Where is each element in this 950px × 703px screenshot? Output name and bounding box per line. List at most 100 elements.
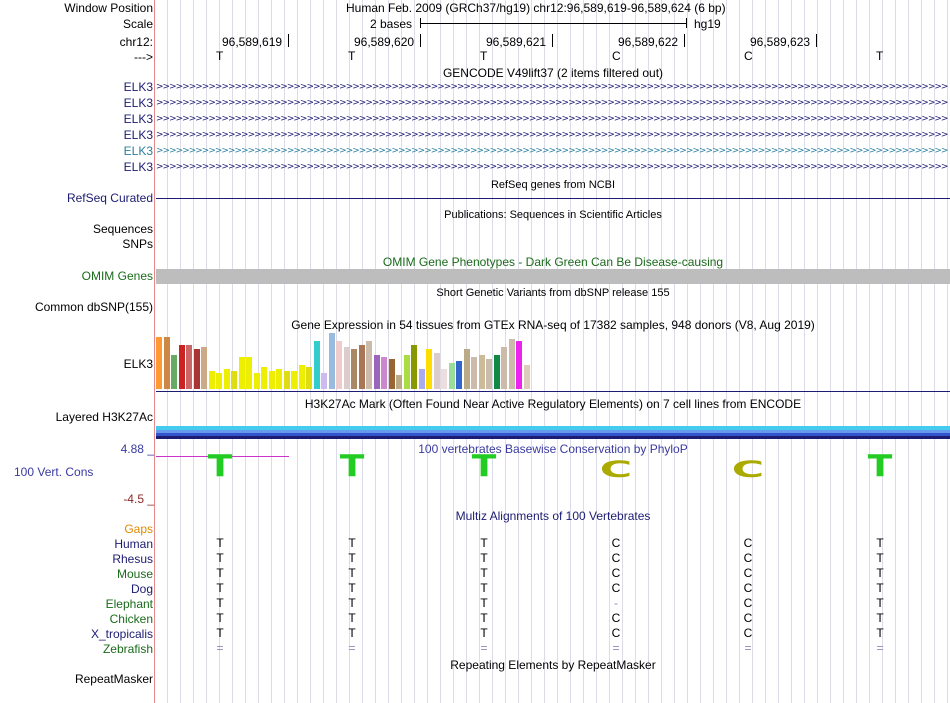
gtex-tissue-bar[interactable] [478,355,485,389]
gtex-tissue-bar[interactable] [426,349,432,389]
gtex-tissue-bar[interactable] [441,369,447,389]
gtex-tissue-bar[interactable] [396,375,402,389]
gtex-tissue-bar[interactable] [411,345,417,389]
gtex-tissue-bar[interactable] [471,357,477,389]
conservation-track-label[interactable]: 100 Vert. Cons [14,465,94,479]
gtex-tissue-bar[interactable] [351,349,357,389]
multiz-track-title[interactable]: Multiz Alignments of 100 Vertebrates [455,509,651,523]
multiz-aligned-base: C [611,551,621,565]
gencode-gene-label[interactable]: ELK3 [123,128,153,142]
gtex-tissue-bar[interactable] [403,355,410,389]
refseq-track-label[interactable]: RefSeq Curated [66,191,153,205]
gtex-tissue-bar[interactable] [321,373,327,389]
conservation-track-title[interactable]: 100 vertebrates Basewise Conservation by… [418,442,688,456]
gtex-tissue-bar[interactable] [193,349,200,389]
gencode-transcript-arrows[interactable]: >>>>>>>>>>>>>>>>>>>>>>>>>>>>>>>>>>>>>>>>… [156,163,948,172]
gencode-transcript-arrows[interactable]: >>>>>>>>>>>>>>>>>>>>>>>>>>>>>>>>>>>>>>>>… [156,99,948,108]
repeatmasker-track-label[interactable]: RepeatMasker [74,672,153,686]
ruler-position: 96,589,622 [618,35,679,49]
gtex-tissue-bar[interactable] [433,353,440,389]
gtex-tissue-bar[interactable] [463,349,470,389]
gtex-tissue-bar[interactable] [276,369,282,389]
gtex-gene-label[interactable]: ELK3 [123,357,153,371]
gtex-tissue-bar[interactable] [516,341,522,389]
gtex-tissue-bar[interactable] [448,363,455,389]
dbsnp-track-label[interactable]: Common dbSNP(155) [34,300,153,314]
gtex-tissue-bar[interactable] [156,337,162,389]
multiz-aligned-base: T [480,626,488,640]
gtex-tissue-bar[interactable] [178,345,185,389]
gencode-track-title[interactable]: GENCODE V49lift37 (2 items filtered out) [442,66,664,80]
gtex-tissue-bar[interactable] [186,345,192,389]
gencode-gene-label[interactable]: ELK3 [123,80,153,94]
gtex-tissue-bar[interactable] [486,359,492,389]
gtex-tissue-bar[interactable] [313,341,320,389]
gtex-tissue-bar[interactable] [336,341,342,389]
omim-track-title[interactable]: OMIM Gene Phenotypes - Dark Green Can Be… [382,255,724,269]
gtex-tissue-bar[interactable] [358,345,365,389]
gencode-gene-label[interactable]: ELK3 [123,144,153,158]
publications-track-title[interactable]: Publications: Sequences in Scientific Ar… [444,209,662,221]
multiz-species-label[interactable]: Rhesus [112,552,153,566]
gencode-transcript-arrows[interactable]: >>>>>>>>>>>>>>>>>>>>>>>>>>>>>>>>>>>>>>>>… [156,147,948,156]
gtex-tissue-bar[interactable] [493,355,500,389]
gtex-tissue-bar[interactable] [171,355,177,389]
gtex-tissue-bar[interactable] [216,373,222,389]
multiz-aligned-base: C [743,536,753,550]
gtex-tissue-bar[interactable] [163,337,170,389]
h3k27ac-track-label[interactable]: Layered H3K27Ac [55,410,153,424]
dbsnp-track-title[interactable]: Short Genetic Variants from dbSNP releas… [436,287,670,299]
gtex-tissue-bar[interactable] [508,339,515,389]
ruler-position: 96,589,621 [486,35,547,49]
gtex-tissue-bar[interactable] [291,371,297,389]
multiz-species-label[interactable]: X_tropicalis [90,627,153,641]
omim-gene-bar[interactable] [156,269,950,284]
gtex-tissue-bar[interactable] [388,359,395,389]
h3k27ac-track-title[interactable]: H3K27Ac Mark (Often Found Near Active Re… [304,397,802,411]
gtex-tissue-bar[interactable] [231,371,237,389]
gtex-tissue-bar[interactable] [501,347,507,389]
repeatmasker-track-title[interactable]: Repeating Elements by RepeatMasker [450,658,656,672]
gtex-tissue-bar[interactable] [253,373,260,389]
gtex-tissue-bar[interactable] [223,369,230,389]
refseq-track-title[interactable]: RefSeq genes from NCBI [490,179,616,191]
gtex-tissue-bar[interactable] [418,369,425,389]
refseq-line[interactable] [156,198,950,199]
h3k27ac-layer [156,430,950,433]
gtex-gene-line [156,391,950,392]
gtex-tissue-bar[interactable] [343,347,350,389]
sequences-track-label[interactable]: Sequences [92,222,153,236]
gtex-tissue-bar[interactable] [201,347,207,389]
multiz-species-label[interactable]: Elephant [105,597,153,611]
snps-track-label[interactable]: SNPs [122,237,153,251]
gencode-transcript-arrows[interactable]: >>>>>>>>>>>>>>>>>>>>>>>>>>>>>>>>>>>>>>>>… [156,115,948,124]
gtex-tissue-bar[interactable] [306,367,312,389]
gencode-transcript-arrows[interactable]: >>>>>>>>>>>>>>>>>>>>>>>>>>>>>>>>>>>>>>>>… [156,131,948,140]
gtex-tissue-bar[interactable] [456,361,462,389]
gtex-tissue-bar[interactable] [208,371,215,389]
multiz-species-label[interactable]: Chicken [109,612,153,626]
gtex-tissue-bar[interactable] [298,365,305,389]
multiz-species-label[interactable]: Zebrafish [102,642,153,656]
gtex-tissue-bar[interactable] [373,355,380,389]
gtex-tissue-bar[interactable] [261,367,267,389]
gtex-tissue-bar[interactable] [366,341,372,389]
omim-track-label[interactable]: OMIM Genes [81,269,153,283]
gtex-bar-chart[interactable] [156,332,536,389]
gtex-track-title[interactable]: Gene Expression in 54 tissues from GTEx … [291,318,815,332]
gencode-gene-label[interactable]: ELK3 [123,160,153,174]
gtex-tissue-bar[interactable] [268,371,275,389]
gencode-gene-label[interactable]: ELK3 [123,112,153,126]
gtex-tissue-bar[interactable] [328,333,335,389]
gtex-tissue-bar[interactable] [246,357,252,389]
gtex-tissue-bar[interactable] [381,357,387,389]
multiz-species-label[interactable]: Dog [130,582,153,596]
h3k27ac-layer [156,426,950,430]
multiz-species-label[interactable]: Mouse [116,567,153,581]
multiz-species-label[interactable]: Human [114,537,153,551]
gtex-tissue-bar[interactable] [283,371,290,389]
gencode-transcript-arrows[interactable]: >>>>>>>>>>>>>>>>>>>>>>>>>>>>>>>>>>>>>>>>… [156,83,948,92]
gtex-tissue-bar[interactable] [238,357,245,389]
gencode-gene-label[interactable]: ELK3 [123,96,153,110]
gtex-tissue-bar[interactable] [523,365,530,389]
